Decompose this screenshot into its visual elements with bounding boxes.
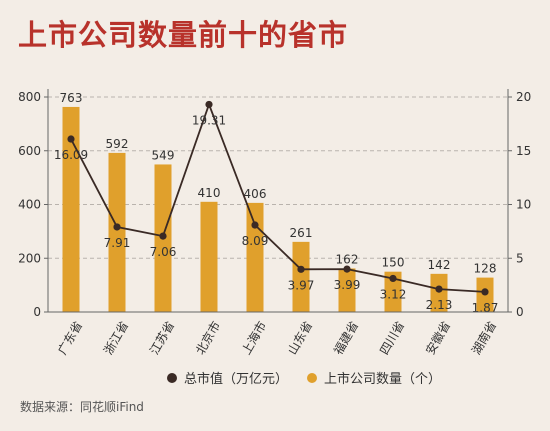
legend-bar-label: 上市公司数量（个） <box>324 371 441 387</box>
right-axis-tick-label: 0 <box>516 305 524 319</box>
line-value-label: 16.09 <box>54 148 88 162</box>
right-axis: 0 5 10 15 20 <box>507 89 531 319</box>
bar-value-label: 162 <box>336 252 359 266</box>
x-axis-tick-label: 浙江省 <box>101 319 131 357</box>
bar <box>108 152 126 312</box>
x-axis-tick-label: 四川省 <box>377 319 407 357</box>
bar <box>200 201 218 312</box>
bar-value-label: 592 <box>106 137 129 151</box>
line-point <box>297 265 305 273</box>
line-point <box>389 274 397 283</box>
right-axis-tick-label: 20 <box>516 90 531 104</box>
x-axis-tick-label: 广东省 <box>55 319 85 357</box>
legend-line-marker <box>167 373 177 383</box>
left-axis-tick-label: 800 <box>18 90 41 104</box>
bar-value-label: 406 <box>244 187 267 201</box>
left-axis-tick-label: 0 <box>33 305 41 319</box>
left-axis-tick-label: 400 <box>18 198 41 212</box>
left-axis: 0 200 400 600 800 <box>18 89 49 319</box>
data-source: 数据来源：同花顺iFind <box>20 400 144 414</box>
legend-bar-marker <box>307 373 317 383</box>
x-axis-tick-label: 上海市 <box>238 318 269 357</box>
line-value-label: 2.13 <box>426 298 453 312</box>
right-axis-tick-label: 10 <box>516 198 531 212</box>
bar-value-label: 150 <box>382 256 405 270</box>
line-point <box>251 221 259 229</box>
bar-value-label: 549 <box>152 148 175 162</box>
left-axis-tick-label: 600 <box>18 144 41 158</box>
line-value-label: 3.97 <box>288 278 315 292</box>
x-axis-tick-label: 山东省 <box>285 319 315 357</box>
line-point <box>343 265 351 273</box>
x-axis-tick-label: 江苏省 <box>147 319 177 357</box>
line-value-label: 8.09 <box>242 234 269 248</box>
bar <box>246 202 264 312</box>
bar-value-label: 128 <box>474 262 497 276</box>
legend-line-label: 总市值（万亿元） <box>184 371 288 387</box>
line-point <box>481 288 489 296</box>
bar-value-label: 142 <box>428 258 451 272</box>
line-point <box>435 285 443 293</box>
x-axis-tick-label: 湖南省 <box>468 318 499 357</box>
line-value-label: 7.91 <box>104 236 131 250</box>
line-value-labels: 16.09 7.91 7.06 19.31 8.09 3.97 3.99 3.12 2.13 1.… <box>54 113 499 314</box>
line-value-label: 1.87 <box>472 301 499 315</box>
bar <box>338 268 356 312</box>
line-point <box>67 135 75 143</box>
line-point <box>113 223 121 231</box>
line-point <box>205 100 213 109</box>
line-path <box>70 101 486 293</box>
bar-value-label: 763 <box>60 91 83 105</box>
chart-title: 上市公司数量前十的省市 <box>18 18 349 52</box>
bar <box>430 273 448 312</box>
line-value-label: 7.06 <box>150 245 177 259</box>
x-axis: 广东省 浙江省 江苏省 北京市 上海市 山东省 福建省 四川省 安徽省 湖南省 <box>48 311 508 357</box>
legend: 总市值（万亿元） 上市公司数量（个） <box>167 371 441 387</box>
bar-value-labels: 763 592 549 410 406 261 162 150 142 128 <box>60 91 497 276</box>
bar <box>292 241 310 312</box>
line-value-label: 3.12 <box>380 287 407 301</box>
line-series <box>67 100 489 296</box>
right-axis-tick-label: 15 <box>516 144 531 158</box>
bar <box>62 106 80 312</box>
line-value-label: 19.31 <box>192 113 226 127</box>
right-axis-tick-label: 5 <box>516 251 524 265</box>
bar <box>384 271 402 312</box>
bar-series <box>62 106 494 312</box>
bar-value-label: 410 <box>198 186 221 200</box>
line-point <box>159 232 167 240</box>
x-axis-tick-label: 福建省 <box>330 318 361 357</box>
left-axis-tick-label: 200 <box>18 251 41 265</box>
x-axis-tick-label: 北京市 <box>192 318 223 357</box>
line-value-label: 3.99 <box>334 278 361 292</box>
x-axis-tick-label: 安徽省 <box>422 318 453 357</box>
bar-value-label: 261 <box>290 226 313 240</box>
